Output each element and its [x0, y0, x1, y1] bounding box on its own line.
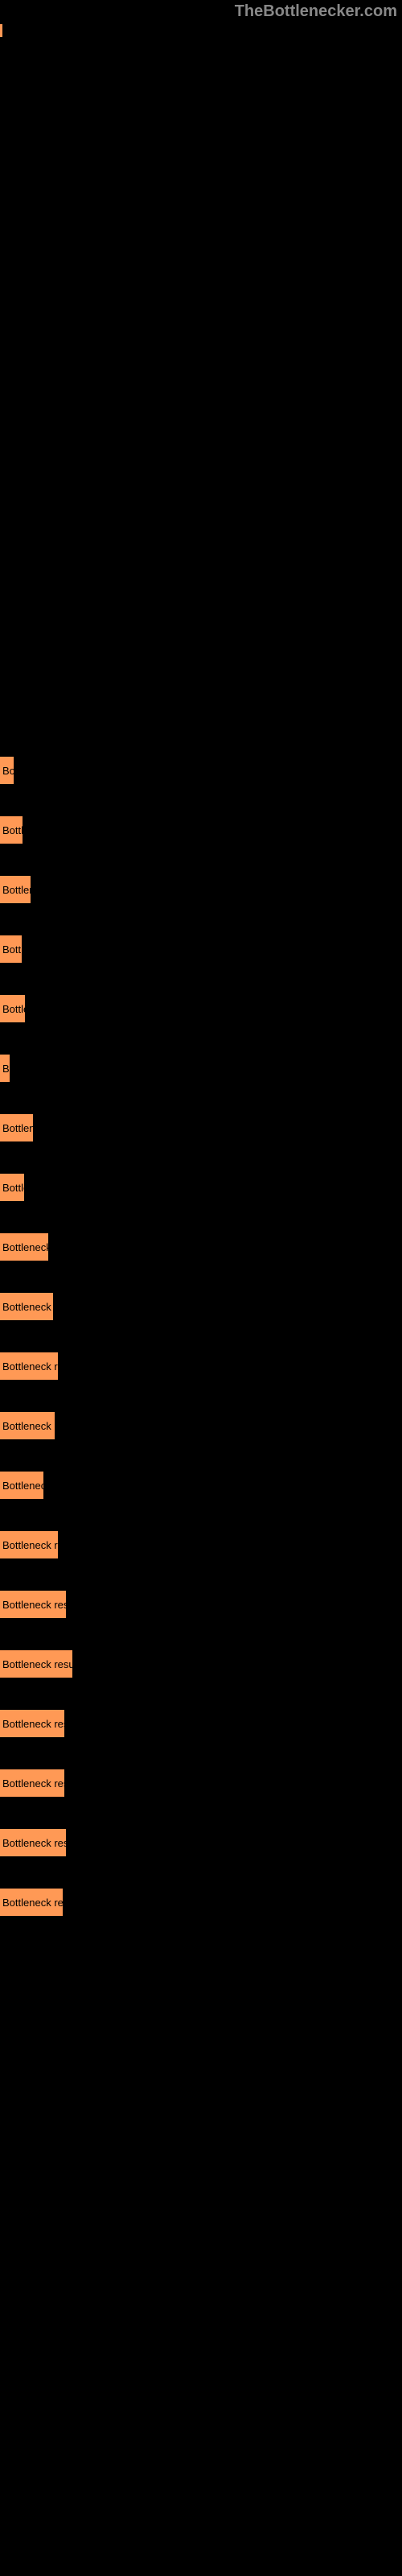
bar-row: Bottleneck results	[0, 1650, 402, 1678]
bar: Bottlene	[0, 876, 31, 903]
bar: B	[0, 1055, 10, 1082]
watermark-text: TheBottlenecker.com	[235, 2, 397, 21]
bar-row: Bottleneck result	[0, 1710, 402, 1737]
bar-row: Bottlene	[0, 1114, 402, 1141]
bar-row: Bottl	[0, 935, 402, 963]
bar: Bottle	[0, 995, 25, 1022]
bar: Bottleneck res	[0, 1293, 53, 1320]
bar-row: Bottleneck res	[0, 1412, 402, 1439]
bar-row: Bottleneck re	[0, 1233, 402, 1261]
bar: Bottleneck result	[0, 1710, 64, 1737]
bar-row: Bo	[0, 757, 402, 784]
bar-row: Bottleneck res	[0, 1293, 402, 1320]
bar: Bottlene	[0, 1114, 33, 1141]
bar: Bottleneck res	[0, 1412, 55, 1439]
bar-row: Bottle	[0, 995, 402, 1022]
bar-row: Bottleneck result	[0, 1889, 402, 1916]
bar: Bottleneck resu	[0, 1531, 58, 1558]
bar-row: Bottlene	[0, 876, 402, 903]
bar: Bottleneck re	[0, 1233, 48, 1261]
bar-row: Bottleneck result	[0, 1769, 402, 1797]
bar: Bottleneck result	[0, 1591, 66, 1618]
bar: Bottleneck result	[0, 1769, 64, 1797]
bar: Bottleneck result	[0, 1889, 63, 1916]
bar-row: Bottleneck resu	[0, 1352, 402, 1380]
bar: Bottleneck results	[0, 1650, 72, 1678]
bar: Bottleneck r	[0, 1472, 43, 1499]
top-accent-mark	[0, 24, 2, 37]
bar-row: Bottleneck result	[0, 1829, 402, 1856]
bar-row: Bottle	[0, 1174, 402, 1201]
bar: Bottl	[0, 816, 23, 844]
bar: Bottle	[0, 1174, 24, 1201]
bar-row: B	[0, 1055, 402, 1082]
bar: Bottleneck resu	[0, 1352, 58, 1380]
bar-row: Bottleneck result	[0, 1591, 402, 1618]
chart-container: Bo Bottl Bottlene Bottl Bottle B Bottlene Bottl…	[0, 0, 402, 1916]
bar: Bo	[0, 757, 14, 784]
bar-row: Bottleneck r	[0, 1472, 402, 1499]
bar: Bottl	[0, 935, 22, 963]
bar-row: Bottl	[0, 816, 402, 844]
bar-row: Bottleneck resu	[0, 1531, 402, 1558]
bar: Bottleneck result	[0, 1829, 66, 1856]
